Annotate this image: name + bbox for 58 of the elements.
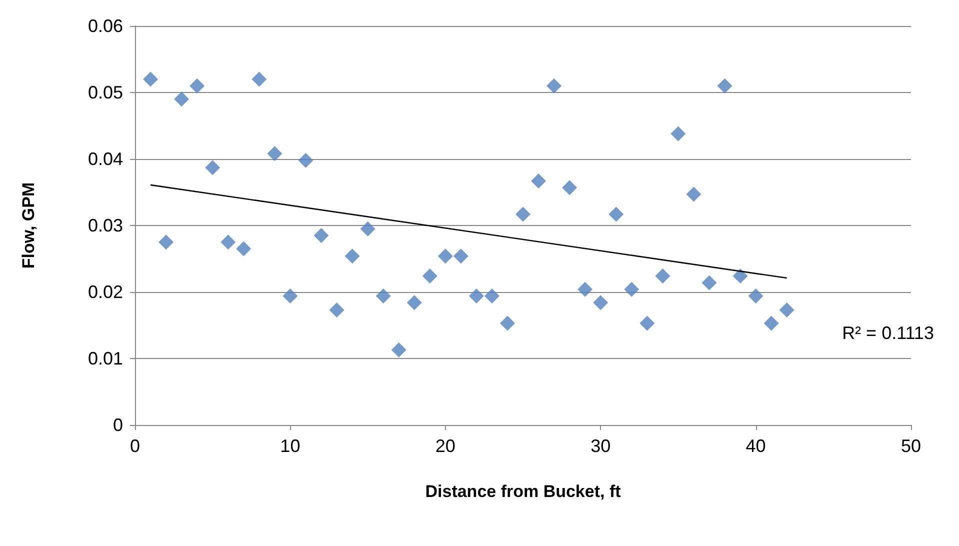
y-tick-label: 0.02 xyxy=(88,282,123,302)
point xyxy=(453,248,468,264)
y-tick-label: 0.05 xyxy=(88,82,123,102)
y-axis-title: Flow, GPM xyxy=(19,182,38,269)
point xyxy=(438,248,453,264)
x-tick-label: 10 xyxy=(280,436,300,456)
y-tick-label: 0.03 xyxy=(88,216,123,236)
point xyxy=(593,295,608,310)
x-axis-title: Distance from Bucket, ft xyxy=(425,482,622,501)
point xyxy=(298,152,314,168)
point xyxy=(174,92,190,107)
point xyxy=(748,288,764,304)
point xyxy=(484,288,500,304)
point xyxy=(546,78,562,94)
point xyxy=(732,268,748,284)
point xyxy=(422,268,438,284)
point xyxy=(391,342,406,358)
point xyxy=(344,248,360,264)
point xyxy=(205,160,220,176)
y-tick-label: 0.01 xyxy=(88,348,123,368)
x-tick-label: 0 xyxy=(130,436,140,456)
point xyxy=(236,241,252,256)
point xyxy=(764,316,779,331)
point xyxy=(779,302,794,318)
point xyxy=(562,180,578,196)
point xyxy=(220,234,236,250)
y-tick-label: 0 xyxy=(112,415,123,435)
point xyxy=(500,316,515,331)
point xyxy=(702,275,717,290)
point xyxy=(314,228,329,243)
annotation: R² = 0.1113 xyxy=(842,323,934,343)
x-tick-label: 50 xyxy=(900,436,922,456)
point xyxy=(329,302,344,318)
point xyxy=(406,295,422,310)
y-tick-label: 0.04 xyxy=(88,149,123,169)
point xyxy=(608,206,624,222)
point xyxy=(516,206,530,222)
point xyxy=(282,288,298,304)
point xyxy=(531,173,546,188)
x-tick-label: 20 xyxy=(435,436,456,456)
point xyxy=(190,78,205,94)
point xyxy=(624,282,640,297)
point xyxy=(267,146,282,162)
point xyxy=(143,72,158,87)
point xyxy=(360,221,376,236)
point xyxy=(717,78,732,94)
point xyxy=(655,268,670,284)
point xyxy=(578,282,593,297)
point xyxy=(640,316,655,331)
point xyxy=(158,234,174,250)
point xyxy=(468,288,484,304)
x-tick-label: 40 xyxy=(746,436,766,456)
point xyxy=(686,186,702,202)
point xyxy=(252,72,267,87)
point xyxy=(670,126,686,142)
x-tick-label: 30 xyxy=(590,436,611,456)
y-tick-label: 0.06 xyxy=(88,16,123,36)
point xyxy=(376,288,391,304)
